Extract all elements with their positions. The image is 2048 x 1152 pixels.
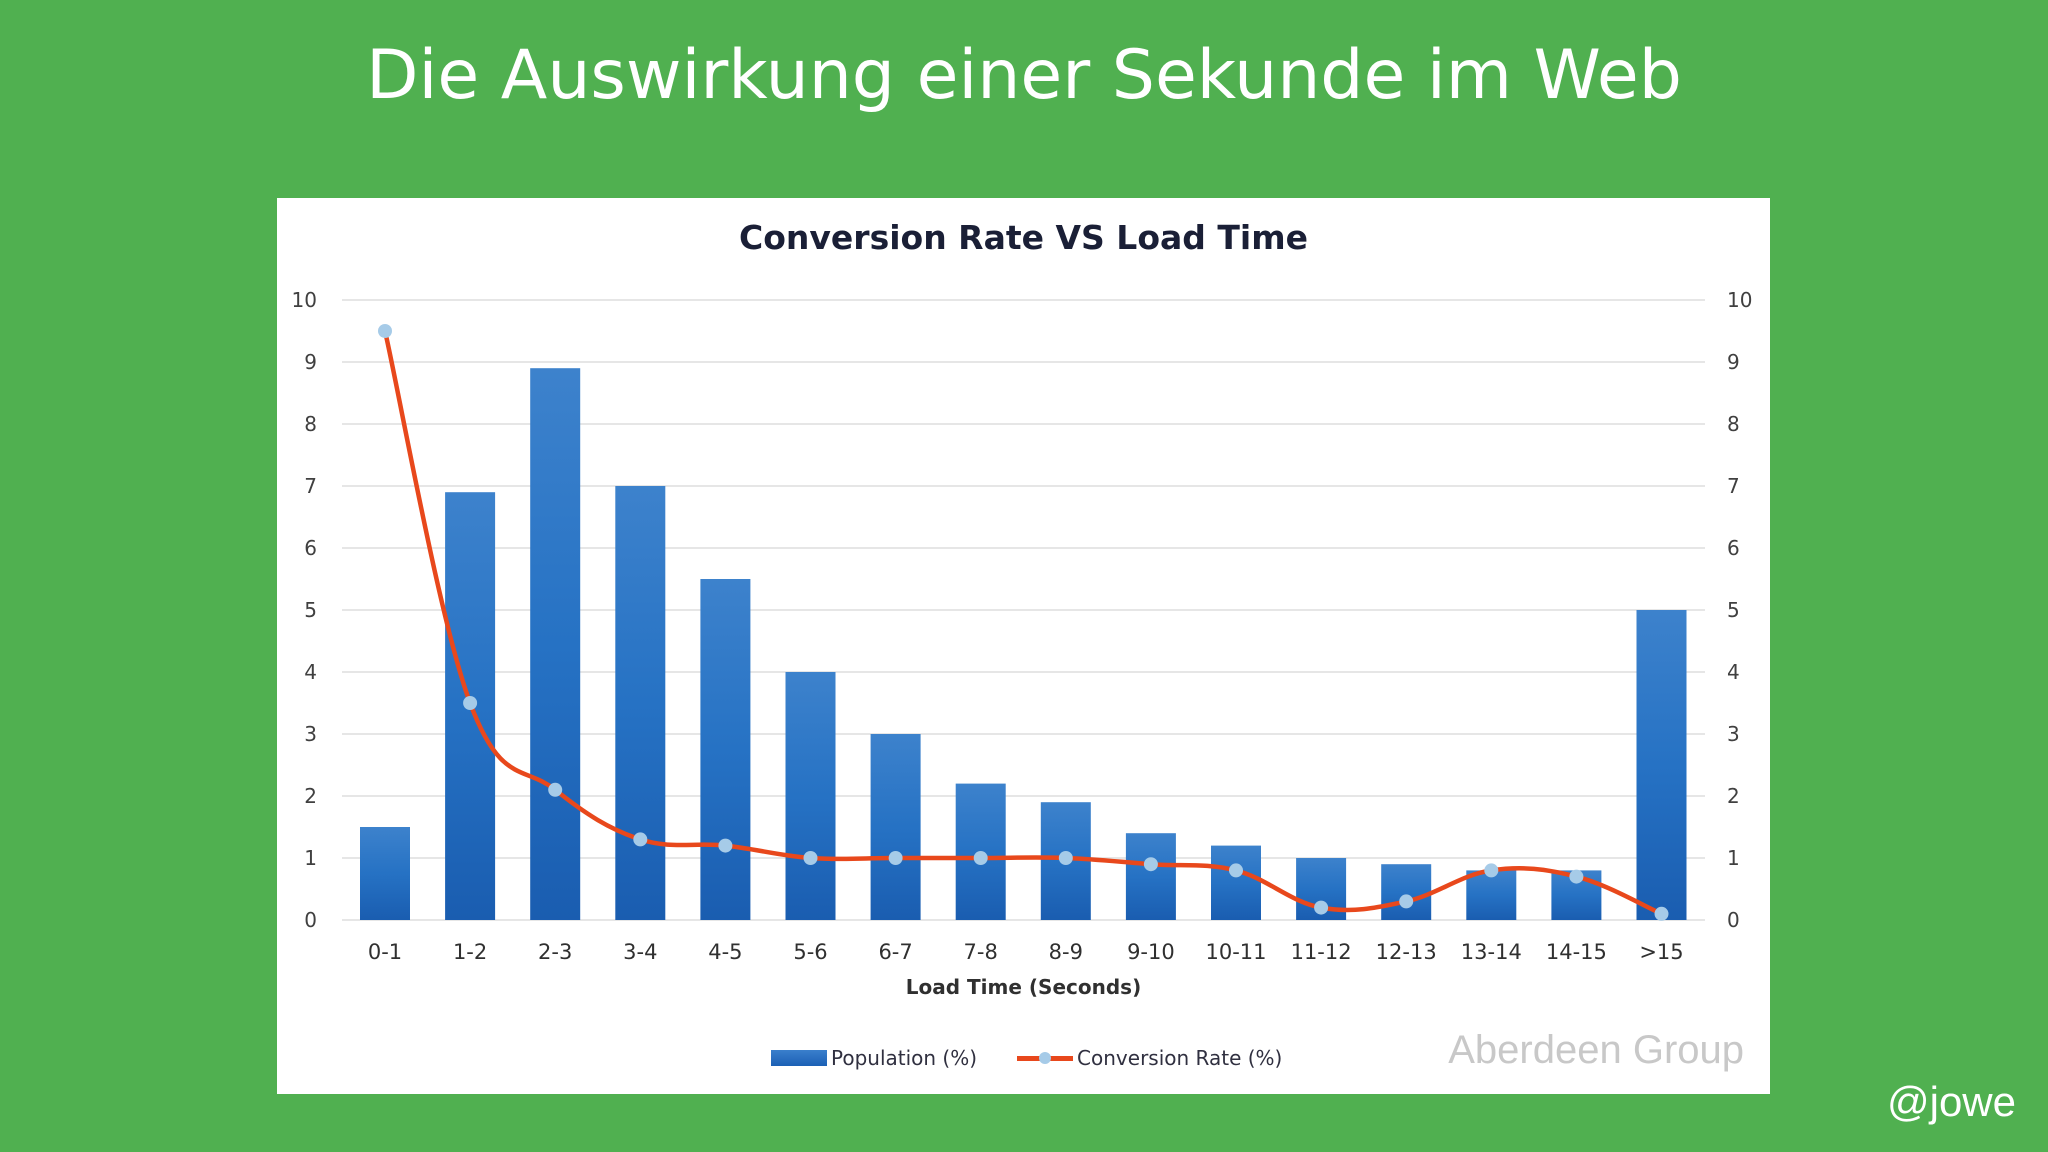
conversion-rate-marker [973,851,988,865]
left-y-tick: 10 [292,288,317,312]
right-y-tick: 7 [1727,474,1740,498]
chart-card: Conversion Rate VS Load Time 0 0 1 1 2 2 3 3 4 4 5… [277,198,1770,1094]
chart-plot-area: 0 0 1 1 2 2 3 3 4 4 5 5 6 6 7 7 8 8 9 9 10 10 0-1 1-2 2-3 3-4 4-5 5… [292,288,1753,964]
right-y-tick: 4 [1727,660,1740,684]
legend-label-population: Population (%) [831,1046,978,1070]
chart-legend: Population (%) Conversion Rate (%) [771,1046,1282,1070]
right-y-tick: 10 [1727,288,1752,312]
right-y-tick: 2 [1727,784,1740,808]
population-bar [1211,845,1261,920]
right-y-tick: 5 [1727,598,1740,622]
population-bar [530,368,581,920]
conversion-rate-marker [548,782,563,797]
population-bar [1466,870,1517,920]
conversion-rate-marker [888,851,903,865]
left-y-tick: 3 [304,722,317,746]
right-y-tick: 1 [1727,846,1740,870]
conversion-rate-marker [1654,906,1669,921]
x-tick-label: 12-13 [1376,940,1437,964]
x-axis-title: Load Time (Seconds) [905,975,1142,999]
left-y-tick: 4 [304,660,317,684]
conversion-rate-marker [1569,869,1584,884]
x-tick-label: 2-3 [538,940,572,964]
conversion-rate-marker [1399,894,1414,909]
conversion-rate-marker [1314,900,1329,915]
x-tick-label: 10-11 [1205,940,1266,964]
conversion-rate-marker [1143,857,1158,872]
x-tick-label: 9-10 [1127,940,1175,964]
population-bar [1636,610,1687,920]
conversion-rate-marker [1484,863,1499,878]
legend-item-conversion: Conversion Rate (%) [1017,1046,1282,1070]
x-tick-label: 13-14 [1461,940,1522,964]
left-y-tick: 1 [304,846,317,870]
source-watermark: Aberdeen Group [1448,1028,1744,1072]
left-y-tick: 5 [304,598,317,622]
x-tick-label: 8-9 [1049,940,1083,964]
left-y-tick: 8 [304,412,317,436]
x-tick-label: 6-7 [878,940,912,964]
x-tick-label: 4-5 [708,940,742,964]
right-y-tick: 6 [1727,536,1740,560]
conversion-rate-marker [803,851,818,865]
population-bar [785,672,836,920]
x-tick-label: 5-6 [793,940,827,964]
x-tick-label: 0-1 [368,940,402,964]
x-tick-label: 1-2 [453,940,487,964]
x-tick-label: 11-12 [1291,940,1352,964]
population-bar [360,827,410,920]
population-bar [870,734,921,920]
x-tick-label: 3-4 [623,940,657,964]
right-y-tick: 9 [1727,350,1740,374]
bar-swatch-icon [771,1050,827,1066]
slide-title: Die Auswirkung einer Sekunde im Web [366,36,1682,115]
left-y-tick: 2 [304,784,317,808]
x-tick-label: >15 [1639,940,1683,964]
left-y-tick: 7 [304,474,317,498]
conversion-rate-marker [1058,851,1073,865]
legend-item-population: Population (%) [771,1046,977,1070]
left-y-tick: 0 [304,908,317,932]
conversion-rate-marker [463,696,478,710]
conversion-rate-marker [1229,863,1243,878]
population-bar [615,486,666,920]
x-tick-label: 14-15 [1546,940,1607,964]
legend-label-conversion: Conversion Rate (%) [1077,1046,1283,1070]
right-y-tick: 3 [1727,722,1740,746]
line-marker-swatch-icon [1017,1050,1074,1066]
population-bar [1125,833,1176,920]
x-tick-label: 7-8 [964,940,998,964]
right-y-tick: 8 [1727,412,1740,436]
left-y-tick: 6 [304,536,317,560]
left-y-tick: 9 [304,350,317,374]
author-handle: @jowe [1886,1078,2016,1125]
population-bar [1381,864,1432,920]
conversion-rate-marker [718,838,733,853]
population-bar [700,579,751,920]
conversion-rate-marker [633,832,648,847]
conversion-rate-marker [378,324,392,338]
right-y-tick: 0 [1727,908,1740,932]
chart-title: Conversion Rate VS Load Time [739,218,1308,257]
